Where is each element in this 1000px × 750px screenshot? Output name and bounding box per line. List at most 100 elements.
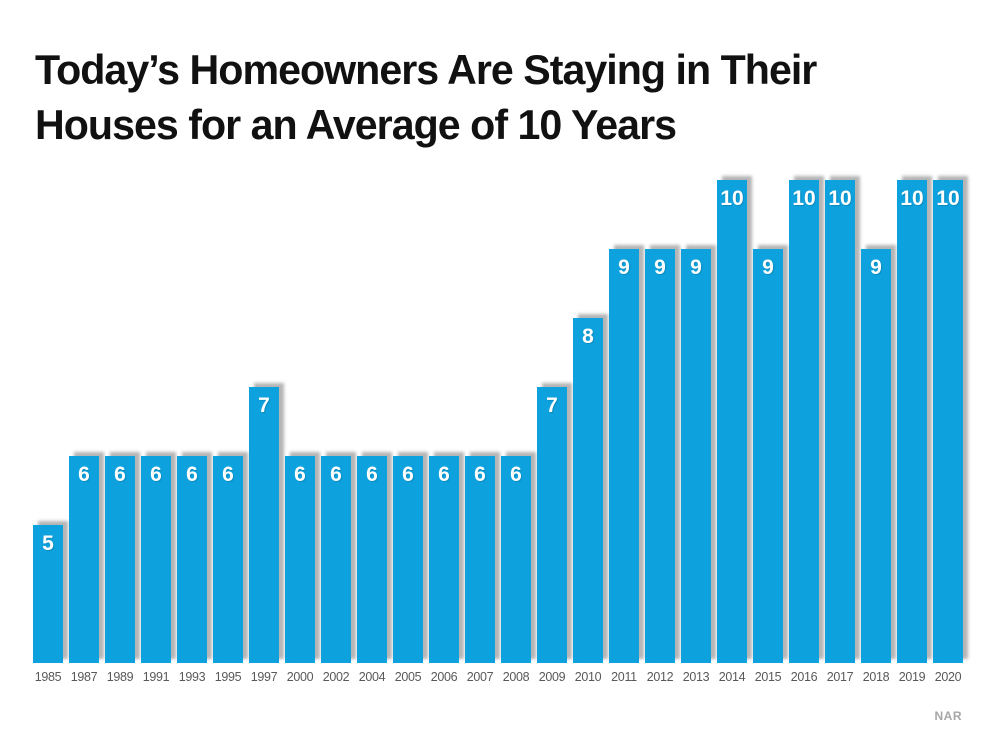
x-axis-tick-label-1997: 1997 [250,670,278,684]
chart-title-line1: Today’s Homeowners Are Staying in Their [35,46,817,93]
x-axis-tick-label-2002: 2002 [322,670,350,684]
bar-value-label-1985: 5 [42,532,54,555]
bar-value-label-2007: 6 [474,463,486,486]
bar-value-label-2010: 8 [582,325,594,348]
x-axis-tick-label-2016: 2016 [790,670,818,684]
x-axis-tick-label-2015: 2015 [754,670,782,684]
x-axis-tick-label-2013: 2013 [682,670,710,684]
x-axis-tick-label-2004: 2004 [358,670,386,684]
x-axis-tick-label-1985: 1985 [34,670,62,684]
bar-2006: 6 [429,456,459,663]
bar-chart-plot-area: 5 6 6 6 6 6 7 6 6 6 6 6 6 6 7 8 9 9 9 10 9 10 10 9 10 10 [33,180,963,663]
x-axis-tick-label-2014: 2014 [718,670,746,684]
x-axis-tick-label-1987: 1987 [70,670,98,684]
x-axis-tick-label-2019: 2019 [898,670,926,684]
x-axis-tick-label-2008: 2008 [502,670,530,684]
bar-column-2002: 6 [321,180,351,663]
chart-title: Today’s Homeowners Are Staying in Their H… [35,42,937,152]
bar-value-label-2020: 10 [936,187,960,210]
bar-1991: 6 [141,456,171,663]
bar-value-label-2016: 10 [792,187,816,210]
x-axis-tick-label-2006: 2006 [430,670,458,684]
bar-value-label-1987: 6 [78,463,90,486]
bar-value-label-1993: 6 [186,463,198,486]
bar-value-label-2015: 9 [762,256,774,279]
bar-1995: 6 [213,456,243,663]
bar-column-2007: 6 [465,180,495,663]
x-axis-tick-label-1991: 1991 [142,670,170,684]
bar-value-label-2004: 6 [366,463,378,486]
x-axis-tick-label-2005: 2005 [394,670,422,684]
bar-value-label-2017: 10 [828,187,852,210]
bar-column-1985: 5 [33,180,63,663]
bar-value-label-1997: 7 [258,394,270,417]
bar-column-1991: 6 [141,180,171,663]
bar-column-2019: 10 [897,180,927,663]
bar-column-2014: 10 [717,180,747,663]
bar-2015: 9 [753,249,783,663]
bar-value-label-1991: 6 [150,463,162,486]
bar-2007: 6 [465,456,495,663]
x-axis-tick-label-2009: 2009 [538,670,566,684]
bar-2020: 10 [933,180,963,663]
bar-1985: 5 [33,525,63,663]
x-axis-tick-label-1989: 1989 [106,670,134,684]
x-axis-tick-label-2010: 2010 [574,670,602,684]
bar-column-2017: 10 [825,180,855,663]
bar-column-2000: 6 [285,180,315,663]
bar-column-1989: 6 [105,180,135,663]
x-axis-tick-label-2007: 2007 [466,670,494,684]
bar-value-label-1995: 6 [222,463,234,486]
bar-column-2011: 9 [609,180,639,663]
bar-column-2015: 9 [753,180,783,663]
bar-column-2004: 6 [357,180,387,663]
bar-2018: 9 [861,249,891,663]
bar-value-label-2006: 6 [438,463,450,486]
bar-value-label-2012: 9 [654,256,666,279]
bar-1989: 6 [105,456,135,663]
bar-1997: 7 [249,387,279,663]
x-axis-tick-label-2000: 2000 [286,670,314,684]
bar-column-2006: 6 [429,180,459,663]
bar-2002: 6 [321,456,351,663]
chart-title-line2: Houses for an Average of 10 Years [35,101,677,148]
bar-value-label-1989: 6 [114,463,126,486]
bar-column-1995: 6 [213,180,243,663]
bar-column-2010: 8 [573,180,603,663]
bar-value-label-2002: 6 [330,463,342,486]
bar-2010: 8 [573,318,603,663]
bar-column-2012: 9 [645,180,675,663]
x-axis-tick-label-2020: 2020 [934,670,962,684]
bar-column-2016: 10 [789,180,819,663]
bar-value-label-2019: 10 [900,187,924,210]
bar-2017: 10 [825,180,855,663]
bar-column-1987: 6 [69,180,99,663]
bar-value-label-2014: 10 [720,187,744,210]
bar-column-2009: 7 [537,180,567,663]
x-axis-labels: 1985 1987 1989 1991 1993 1995 1997 2000 2002 2004… [33,670,963,684]
bar-1993: 6 [177,456,207,663]
bar-column-2008: 6 [501,180,531,663]
bar-2012: 9 [645,249,675,663]
bar-value-label-2005: 6 [402,463,414,486]
bar-2014: 10 [717,180,747,663]
x-axis-tick-label-1993: 1993 [178,670,206,684]
x-axis-tick-label-2017: 2017 [826,670,854,684]
bar-column-2020: 10 [933,180,963,663]
bar-column-2018: 9 [861,180,891,663]
bar-value-label-2009: 7 [546,394,558,417]
bar-2016: 10 [789,180,819,663]
bar-column-1993: 6 [177,180,207,663]
bar-2000: 6 [285,456,315,663]
x-axis-tick-label-2018: 2018 [862,670,890,684]
bar-2009: 7 [537,387,567,663]
bar-2004: 6 [357,456,387,663]
source-label: NAR [934,709,962,723]
bar-value-label-2000: 6 [294,463,306,486]
bar-value-label-2013: 9 [690,256,702,279]
bar-2011: 9 [609,249,639,663]
bar-column-2005: 6 [393,180,423,663]
bar-1987: 6 [69,456,99,663]
x-axis-tick-label-2011: 2011 [611,670,637,684]
